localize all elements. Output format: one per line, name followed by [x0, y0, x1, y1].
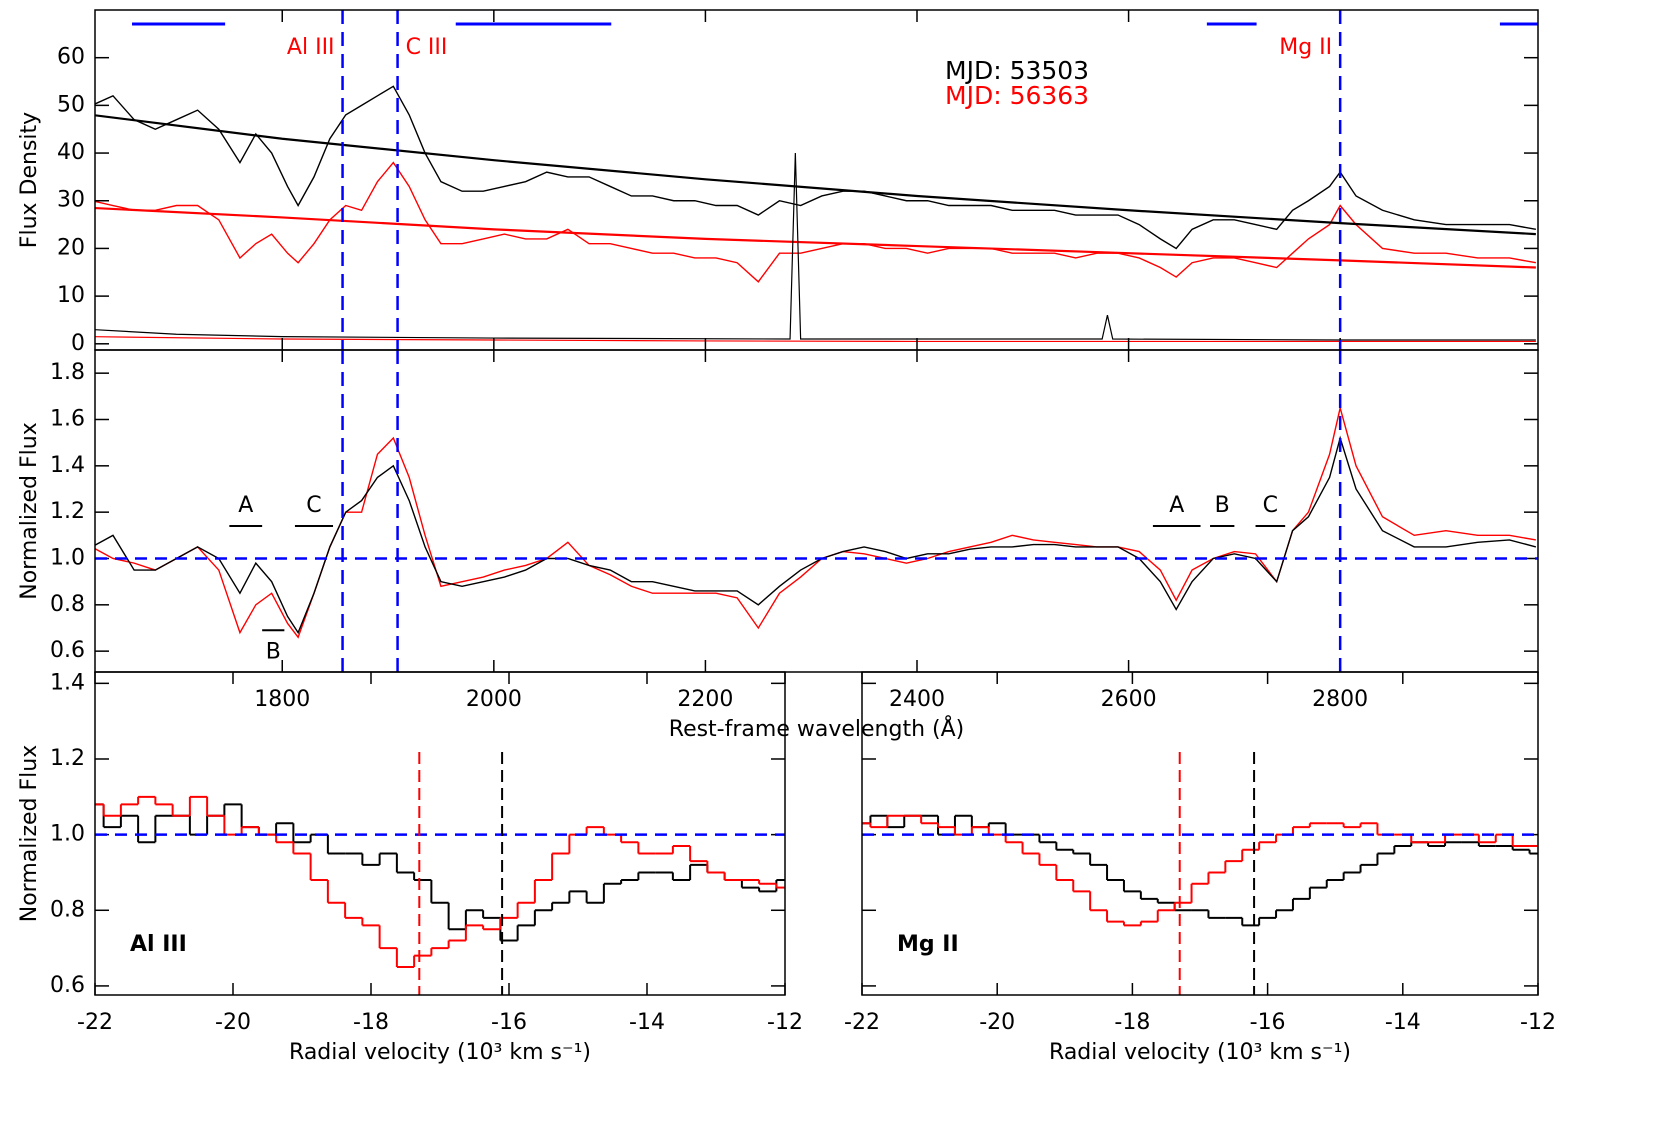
plot-area	[95, 85, 1537, 343]
panel-label: Al III	[130, 932, 187, 957]
y-tick-label: 50	[57, 92, 85, 117]
y-tick-label: 0.8	[50, 592, 85, 617]
y-axis-label: Flux Density	[17, 112, 42, 248]
feature-label: B	[266, 639, 281, 664]
frame	[861, 671, 1539, 996]
panel-label: Mg II	[897, 932, 959, 957]
x-tick-label: -20	[979, 1010, 1015, 1035]
y-tick-label: 1.2	[50, 746, 85, 771]
frame	[94, 9, 1539, 351]
y-tick-label: 1.4	[50, 453, 85, 478]
x-tick-label: -20	[215, 1010, 251, 1035]
spectrum-line	[95, 85, 1537, 250]
y-tick-label: 1.6	[50, 406, 85, 431]
y-tick-label: 10	[57, 283, 85, 308]
y-axis-label: Normalized Flux	[17, 745, 42, 922]
plot-area	[862, 814, 1538, 927]
feature-label: A	[1169, 493, 1184, 518]
spectrum-line	[95, 435, 1537, 635]
x-axis-label: Radial velocity (10³ km s⁻¹)	[289, 1040, 591, 1065]
line-label: C III	[406, 35, 448, 60]
y-tick-label: 0.8	[50, 897, 85, 922]
y-tick-label: 1.0	[50, 822, 85, 847]
x-tick-label: 2000	[466, 687, 522, 712]
x-tick-label: 2400	[889, 687, 945, 712]
x-tick-label: -18	[1114, 1010, 1150, 1035]
x-axis-label: Radial velocity (10³ km s⁻¹)	[1049, 1040, 1351, 1065]
y-tick-label: 40	[57, 140, 85, 165]
x-tick-label: -22	[844, 1010, 880, 1035]
y-tick-label: 1.2	[50, 499, 85, 524]
feature-label: C	[1263, 493, 1278, 518]
x-tick-label: -22	[77, 1010, 113, 1035]
y-tick-label: 1.4	[50, 670, 85, 695]
y-tick-label: 1.0	[50, 545, 85, 570]
x-tick-label: 1800	[254, 687, 310, 712]
line-label: Mg II	[1279, 35, 1332, 60]
x-tick-label: -16	[491, 1010, 527, 1035]
spectrum-line	[95, 407, 1537, 639]
x-tick-label: -16	[1250, 1010, 1286, 1035]
spectrum-line	[95, 336, 1536, 343]
frame	[94, 671, 786, 996]
x-axis-label: Rest-frame wavelength (Å)	[669, 715, 964, 742]
y-tick-label: 0.6	[50, 973, 85, 998]
x-tick-label: -12	[1520, 1010, 1556, 1035]
y-tick-label: 1.8	[50, 360, 85, 385]
feature-label: C	[306, 493, 321, 518]
spectrum-line	[95, 161, 1537, 283]
plot-area	[95, 407, 1537, 639]
spectrum-line	[95, 153, 1536, 341]
plot-area	[95, 795, 785, 969]
x-tick-label: 2600	[1101, 687, 1157, 712]
spectrum-line	[95, 206, 1536, 269]
spectrum-line	[95, 114, 1536, 236]
x-tick-label: -12	[767, 1010, 803, 1035]
legend-entry: MJD: 56363	[945, 81, 1089, 110]
x-tick-label: -14	[629, 1010, 665, 1035]
y-tick-label: 60	[57, 45, 85, 70]
x-tick-label: 2800	[1312, 687, 1368, 712]
frame	[94, 349, 1539, 673]
line-label: Al III	[287, 35, 335, 60]
y-tick-label: 0	[71, 331, 85, 356]
y-tick-label: 30	[57, 188, 85, 213]
legend-entry: MJD: 53503	[945, 56, 1089, 85]
y-tick-label: 0.6	[50, 638, 85, 663]
x-tick-label: -18	[353, 1010, 389, 1035]
x-tick-label: 2200	[677, 687, 733, 712]
feature-label: A	[238, 493, 253, 518]
feature-label: B	[1215, 493, 1230, 518]
y-axis-label: Normalized Flux	[17, 422, 42, 599]
y-tick-label: 20	[57, 235, 85, 260]
x-tick-label: -14	[1385, 1010, 1421, 1035]
